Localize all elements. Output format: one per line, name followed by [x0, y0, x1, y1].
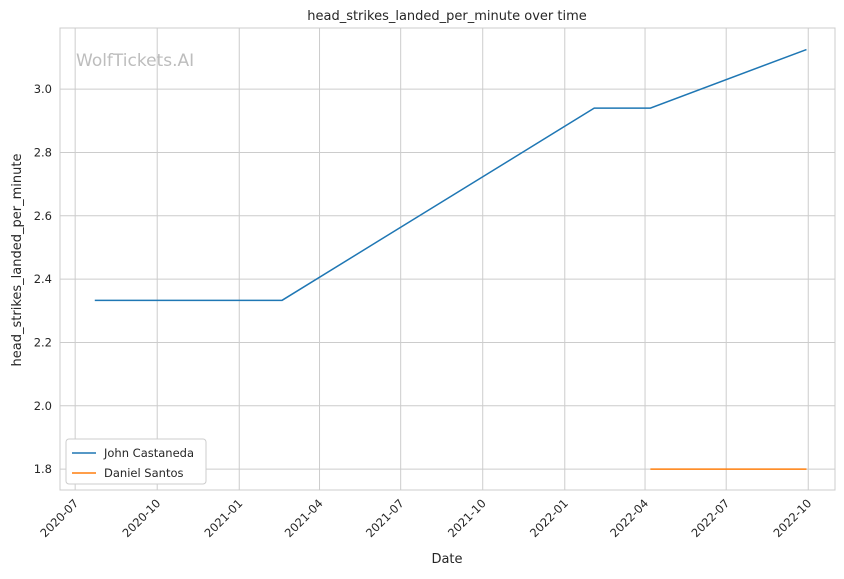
x-tick-label: 2022-04: [607, 496, 651, 540]
y-tick-label: 2.2: [34, 335, 52, 349]
x-tick-label: 2021-07: [363, 496, 407, 540]
x-tick-label: 2020-07: [37, 496, 81, 540]
plot-frame: [59, 27, 836, 491]
series-line-john-castaneda: [94, 48, 807, 302]
x-tick-label: 2021-01: [201, 496, 245, 540]
chart-title: head_strikes_landed_per_minute over time: [307, 9, 587, 24]
y-tick-label: 2.8: [34, 145, 52, 159]
legend-label: John Castaneda: [103, 446, 194, 460]
legend-label: Daniel Santos: [104, 466, 183, 480]
y-tick-label: 2.6: [34, 209, 52, 223]
y-tick-label: 2.0: [34, 399, 52, 413]
x-tick-label: 2022-01: [527, 496, 571, 540]
x-tick-label: 2020-10: [119, 496, 163, 540]
legend: John Castaneda Daniel Santos: [65, 438, 207, 485]
x-tick-label: 2021-04: [282, 496, 326, 540]
y-tick-label: 1.8: [34, 462, 52, 476]
y-tick-label: 3.0: [34, 82, 52, 96]
y-tick-label: 2.4: [34, 272, 52, 286]
x-axis-label: Date: [431, 552, 462, 567]
x-tick-label: 2021-10: [445, 496, 489, 540]
x-tick-label: 2022-07: [688, 496, 732, 540]
x-tick-label: 2022-10: [770, 496, 814, 540]
watermark: WolfTickets.AI: [76, 51, 194, 71]
y-axis-label: head_strikes_landed_per_minute: [10, 154, 25, 367]
